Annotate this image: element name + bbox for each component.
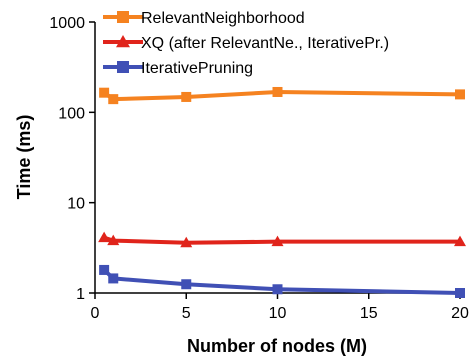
- y-tick-label: 1: [76, 286, 85, 303]
- data-point: [99, 264, 110, 275]
- data-point: [271, 235, 284, 247]
- y-tick-label: 10: [67, 196, 85, 213]
- data-point: [108, 94, 119, 105]
- data-point: [107, 234, 120, 246]
- series-line: [103, 235, 460, 245]
- data-point: [98, 231, 111, 243]
- legend-marker: [116, 35, 130, 48]
- x-tick-label: 0: [91, 305, 100, 322]
- y-tick-label: 100: [58, 105, 85, 122]
- legend: RelevantNeighborhood XQ (after RelevantNe…: [103, 10, 389, 77]
- legend-marker: [117, 11, 129, 23]
- legend-label: IterativePruning: [141, 60, 253, 77]
- data-point: [108, 273, 119, 284]
- data-point: [181, 91, 192, 102]
- data-point: [272, 284, 283, 295]
- y-axis-ticks: 1 10 100 1000: [49, 15, 95, 303]
- data-point: [454, 235, 466, 247]
- data-point: [99, 87, 110, 98]
- data-point: [455, 89, 465, 100]
- series-2: [98, 231, 466, 248]
- x-tick-label: 15: [360, 305, 378, 322]
- y-tick-label: 1000: [49, 15, 85, 32]
- legend-item: IterativePruning: [103, 60, 253, 77]
- series-layer: [98, 86, 466, 298]
- legend-item: RelevantNeighborhood: [103, 10, 305, 27]
- legend-item: XQ (after RelevantNe., IterativePr.): [103, 35, 389, 52]
- legend-label: RelevantNeighborhood: [141, 10, 305, 27]
- x-axis-ticks: 0 5 10 15 20: [91, 293, 469, 322]
- legend-label: XQ (after RelevantNe., IterativePr.): [141, 35, 389, 52]
- series-1: [99, 86, 465, 105]
- x-axis-title: Number of nodes (M): [187, 336, 367, 356]
- data-point: [455, 288, 465, 298]
- x-tick-label: 10: [269, 305, 287, 322]
- y-axis-title: Time (ms): [14, 115, 34, 200]
- x-tick-label: 20: [451, 305, 469, 322]
- x-tick-label: 5: [182, 305, 191, 322]
- data-point: [181, 279, 192, 290]
- data-point: [180, 236, 193, 248]
- series-3: [99, 264, 465, 298]
- data-point: [272, 86, 283, 97]
- legend-marker: [117, 61, 129, 73]
